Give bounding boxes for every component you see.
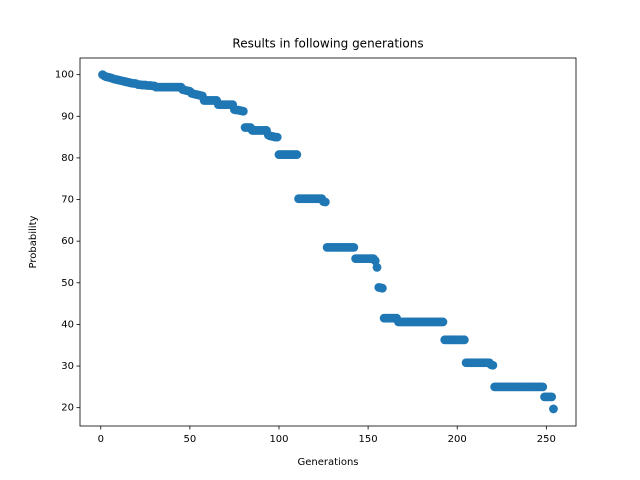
y-tick-label: 60: [61, 236, 74, 247]
point: [372, 262, 382, 272]
x-tick-label: 0: [98, 434, 104, 445]
point: [549, 404, 558, 414]
point: [438, 317, 448, 327]
point: [238, 106, 248, 116]
x-axis-label: Generations: [298, 457, 359, 468]
point: [370, 256, 380, 266]
y-tick-label: 50: [61, 278, 74, 289]
y-tick-label: 70: [61, 195, 74, 206]
y-tick-label: 90: [61, 111, 74, 122]
point: [459, 335, 469, 345]
y-tick-label: 40: [61, 319, 74, 330]
y-tick-label: 20: [61, 403, 74, 414]
point: [292, 150, 302, 159]
y-tick-label: 80: [61, 153, 74, 164]
point: [272, 132, 282, 142]
x-tick-label: 200: [448, 434, 467, 445]
point: [488, 360, 498, 370]
plot-frame: [79, 57, 577, 427]
point: [377, 283, 387, 293]
x-tick-label: 250: [537, 434, 556, 445]
point: [538, 382, 548, 392]
y-tick-label: 30: [61, 361, 74, 372]
chart-title: Results in following generations: [232, 37, 423, 51]
x-tick-label: 100: [269, 434, 288, 445]
y-axis-label: Probability: [28, 215, 39, 268]
y-tick-label: 100: [55, 70, 74, 81]
x-tick-label: 150: [359, 434, 378, 445]
point: [320, 197, 330, 207]
x-tick-label: 50: [184, 434, 197, 445]
point: [547, 392, 557, 402]
point: [349, 243, 359, 252]
